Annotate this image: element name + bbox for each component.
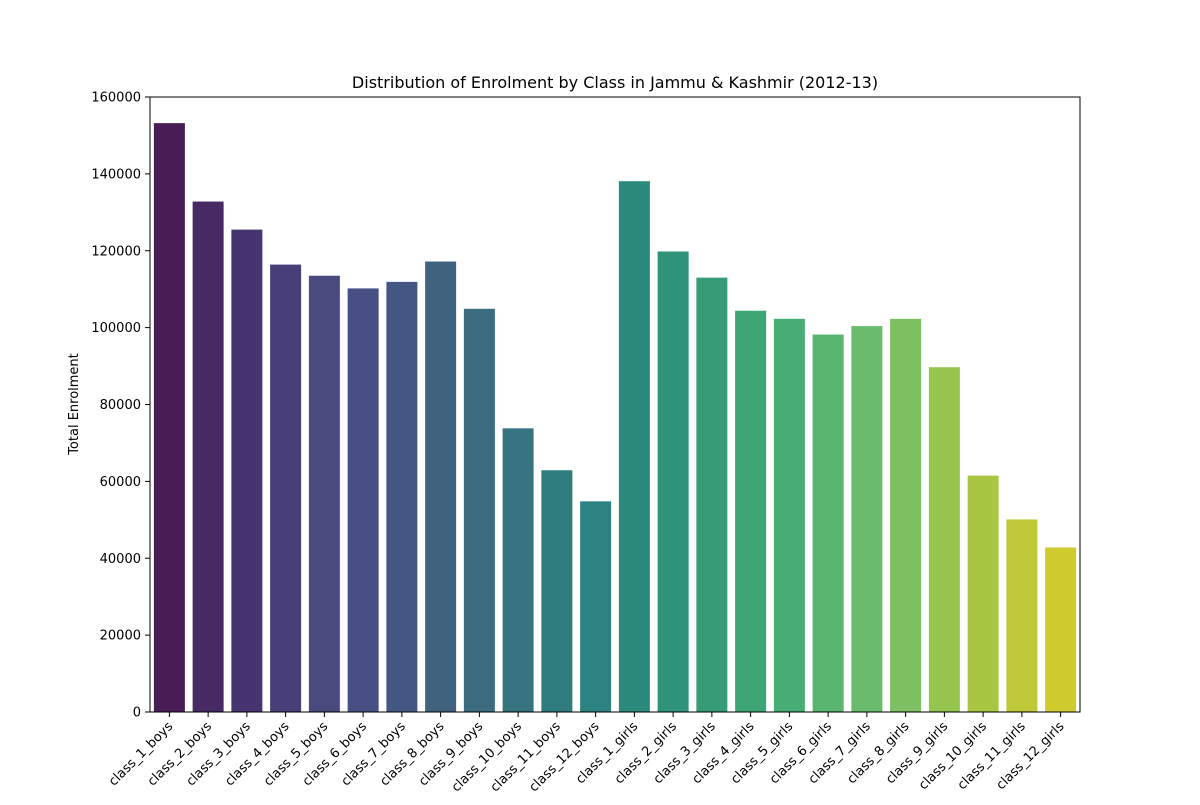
bars-group xyxy=(153,123,1077,713)
bar-class_9_boys xyxy=(463,308,495,712)
y-tick-label: 140000 xyxy=(91,167,141,182)
chart-title: Distribution of Enrolment by Class in Ja… xyxy=(352,73,878,92)
x-tick-label: class_11_boys xyxy=(488,719,564,795)
x-tick-label: class_10_girls xyxy=(916,719,990,793)
bar-class_2_girls xyxy=(657,251,689,713)
y-tick-label: 120000 xyxy=(91,244,141,259)
y-tick-label: 100000 xyxy=(91,321,141,336)
bar-class_12_girls xyxy=(1045,547,1077,712)
y-tick-label: 80000 xyxy=(100,398,141,413)
y-tick-label: 160000 xyxy=(91,91,141,106)
y-tick-label: 60000 xyxy=(100,475,141,490)
bar-class_7_boys xyxy=(386,281,418,712)
bar-class_5_girls xyxy=(773,318,805,712)
bar-class_10_girls xyxy=(967,475,999,712)
y-axis-label: Total Enrolment xyxy=(67,353,82,456)
bar-class_8_girls xyxy=(890,318,922,712)
bar-class_11_boys xyxy=(541,470,573,712)
y-axis-ticks: 0 20000 40000 60000 80000 100000 120000 140000 1… xyxy=(91,91,150,721)
y-tick-label: 40000 xyxy=(100,552,141,567)
x-axis-ticks: class_1_boysclass_2_boysclass_3_boysclas… xyxy=(106,712,1068,795)
x-tick-label: class_11_girls xyxy=(955,719,1029,793)
bar-class_3_girls xyxy=(696,277,728,712)
x-tick-label: class_10_boys xyxy=(449,719,525,795)
bar-class_1_girls xyxy=(618,181,650,713)
bar-class_12_boys xyxy=(580,501,612,712)
bar-class_6_boys xyxy=(347,288,379,712)
bar-class_4_boys xyxy=(270,264,302,712)
y-tick-label: 20000 xyxy=(100,629,141,644)
bar-class_6_girls xyxy=(812,334,844,712)
x-tick-label: class_12_girls xyxy=(994,719,1068,793)
bar-class_10_boys xyxy=(502,428,534,712)
bar-class_2_boys xyxy=(192,201,224,713)
y-tick-label: 0 xyxy=(133,706,141,721)
bar-class_11_girls xyxy=(1006,519,1038,712)
bar-class_9_girls xyxy=(928,367,960,712)
bar-class_8_boys xyxy=(425,261,457,712)
bar-class_3_boys xyxy=(231,229,263,712)
bar-class_4_girls xyxy=(735,310,767,712)
x-tick-label: class_12_boys xyxy=(526,719,602,795)
bar-class_7_girls xyxy=(851,326,883,712)
bar-class_5_boys xyxy=(308,275,340,712)
bar-class_1_boys xyxy=(153,123,185,712)
plot-frame xyxy=(149,96,1081,713)
